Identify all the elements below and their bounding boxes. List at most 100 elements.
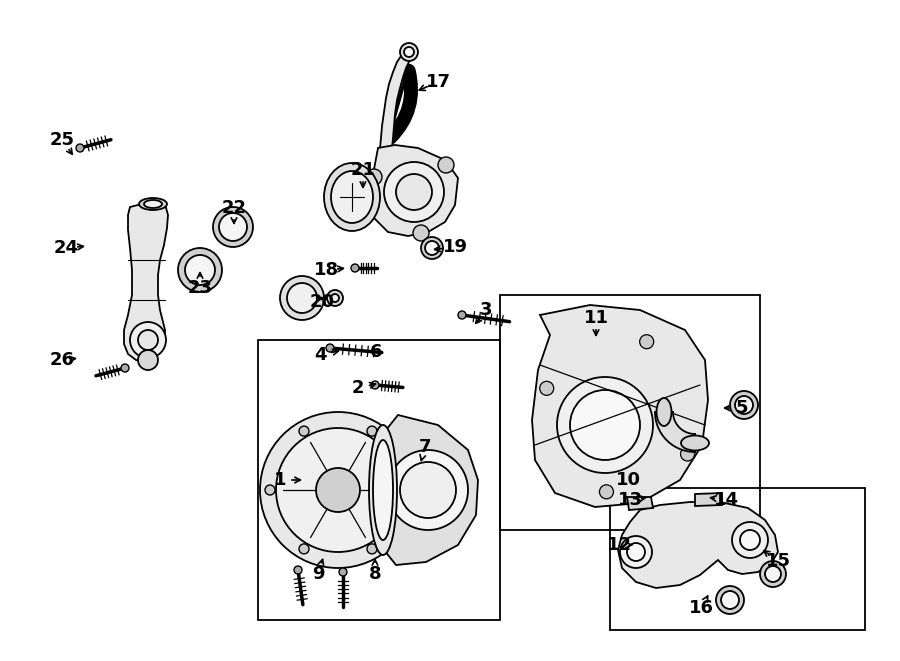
- Circle shape: [331, 294, 339, 302]
- Polygon shape: [380, 52, 411, 148]
- Bar: [500, 295, 760, 530]
- Circle shape: [287, 283, 317, 313]
- Circle shape: [640, 334, 653, 349]
- Polygon shape: [124, 200, 168, 362]
- Text: 24: 24: [53, 239, 78, 257]
- Circle shape: [401, 485, 411, 495]
- Circle shape: [721, 591, 739, 609]
- Ellipse shape: [144, 200, 162, 208]
- Polygon shape: [695, 493, 722, 506]
- Circle shape: [413, 225, 429, 241]
- Polygon shape: [370, 145, 458, 236]
- Circle shape: [421, 237, 443, 259]
- Circle shape: [765, 566, 781, 582]
- Circle shape: [438, 157, 454, 173]
- Ellipse shape: [373, 440, 393, 540]
- Text: 20: 20: [310, 293, 335, 311]
- Circle shape: [316, 468, 360, 512]
- Text: 16: 16: [688, 599, 714, 617]
- Circle shape: [367, 426, 377, 436]
- Circle shape: [384, 162, 444, 222]
- Text: 19: 19: [443, 238, 467, 256]
- Circle shape: [294, 566, 302, 574]
- Polygon shape: [532, 305, 708, 507]
- Circle shape: [396, 174, 432, 210]
- Circle shape: [219, 213, 247, 241]
- Circle shape: [400, 43, 418, 61]
- Ellipse shape: [656, 398, 671, 426]
- Circle shape: [716, 586, 744, 614]
- Ellipse shape: [369, 425, 397, 555]
- Text: 22: 22: [221, 199, 247, 217]
- Text: 17: 17: [426, 73, 451, 91]
- Circle shape: [371, 381, 379, 389]
- Circle shape: [130, 322, 166, 358]
- Circle shape: [351, 264, 359, 272]
- Text: 7: 7: [418, 438, 431, 456]
- Text: 15: 15: [766, 552, 790, 570]
- Text: 21: 21: [350, 161, 375, 179]
- Circle shape: [299, 544, 309, 554]
- Text: 8: 8: [369, 565, 382, 583]
- Circle shape: [260, 412, 416, 568]
- Text: 12: 12: [607, 536, 632, 554]
- Circle shape: [627, 543, 645, 561]
- Text: 1: 1: [274, 471, 286, 489]
- Circle shape: [366, 169, 382, 185]
- Bar: [258, 340, 500, 620]
- Circle shape: [680, 447, 695, 461]
- Circle shape: [299, 426, 309, 436]
- Text: 9: 9: [311, 565, 324, 583]
- Circle shape: [557, 377, 653, 473]
- Text: 11: 11: [583, 309, 608, 327]
- Circle shape: [276, 428, 400, 552]
- Circle shape: [599, 485, 614, 499]
- Polygon shape: [618, 502, 778, 588]
- Circle shape: [326, 344, 334, 352]
- Ellipse shape: [331, 171, 373, 223]
- Circle shape: [458, 311, 466, 319]
- Circle shape: [735, 396, 753, 414]
- Circle shape: [121, 364, 129, 372]
- Bar: [610, 488, 865, 630]
- Ellipse shape: [139, 198, 167, 210]
- Circle shape: [185, 255, 215, 285]
- Ellipse shape: [681, 436, 709, 451]
- Text: 13: 13: [617, 491, 643, 509]
- Text: 6: 6: [370, 343, 382, 361]
- Circle shape: [732, 522, 768, 558]
- Text: 2: 2: [352, 379, 365, 397]
- Circle shape: [178, 248, 222, 292]
- Circle shape: [740, 530, 760, 550]
- Circle shape: [138, 350, 158, 370]
- Text: 5: 5: [736, 399, 748, 417]
- Text: 4: 4: [314, 346, 326, 364]
- Polygon shape: [627, 497, 653, 510]
- Circle shape: [327, 290, 343, 306]
- Text: 14: 14: [714, 491, 739, 509]
- Circle shape: [388, 450, 468, 530]
- Circle shape: [404, 47, 414, 57]
- Circle shape: [620, 536, 652, 568]
- Circle shape: [540, 381, 554, 395]
- Circle shape: [265, 485, 275, 495]
- Circle shape: [425, 241, 439, 255]
- Text: 26: 26: [50, 351, 75, 369]
- Polygon shape: [378, 415, 478, 565]
- Circle shape: [76, 144, 84, 152]
- Text: 23: 23: [187, 279, 212, 297]
- Text: 10: 10: [616, 471, 641, 489]
- Circle shape: [280, 276, 324, 320]
- Circle shape: [730, 391, 758, 419]
- Circle shape: [367, 544, 377, 554]
- Text: 25: 25: [50, 131, 75, 149]
- Text: 3: 3: [480, 301, 492, 319]
- Circle shape: [400, 462, 456, 518]
- Text: 18: 18: [313, 261, 338, 279]
- Circle shape: [213, 207, 253, 247]
- Circle shape: [339, 568, 347, 576]
- Ellipse shape: [324, 163, 380, 231]
- Circle shape: [570, 390, 640, 460]
- Polygon shape: [655, 412, 695, 452]
- Circle shape: [138, 330, 158, 350]
